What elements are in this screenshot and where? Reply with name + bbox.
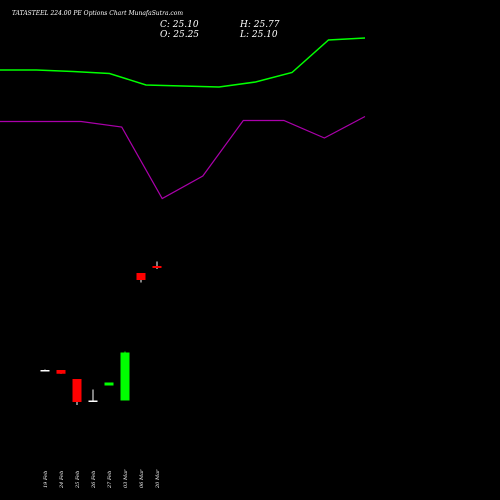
- candle: [104, 382, 114, 386]
- open-value: O: 25.25: [160, 30, 199, 40]
- candle-body: [152, 266, 162, 268]
- high-value: H: 25.77: [239, 20, 280, 30]
- candle: [88, 389, 98, 402]
- candle: [40, 369, 50, 372]
- x-tick-label: 25 Feb: [75, 471, 81, 489]
- close-value: C: 25.10: [160, 20, 199, 30]
- lower-band-line: [0, 115, 366, 200]
- candle: [56, 370, 66, 374]
- candle-body: [72, 379, 82, 402]
- x-tick-label: 20 Mar: [155, 469, 161, 489]
- x-tick-label: 24 Feb: [59, 471, 65, 489]
- candle-body: [104, 382, 114, 386]
- x-tick-label: 03 Mar: [123, 469, 129, 488]
- candle-body: [136, 273, 146, 280]
- x-tick-label: 19 Feb: [43, 471, 49, 488]
- candle-body: [88, 400, 98, 402]
- candle-body: [120, 352, 130, 401]
- chart-title: TATASTEEL 224.00 PE Options Chart Munafa…: [12, 10, 183, 17]
- x-axis-ticks: 19 Feb 24 Feb 25 Feb 26 Feb 27 Feb 03 Mar 06 M…: [43, 469, 161, 489]
- candle: [136, 273, 146, 283]
- x-tick-label: 26 Feb: [91, 471, 97, 489]
- x-tick-label: 27 Feb: [107, 471, 113, 489]
- x-tick-label: 06 Mar: [139, 469, 145, 488]
- candle: [152, 261, 162, 269]
- candles: [40, 261, 162, 405]
- candle: [120, 351, 130, 401]
- candle-body: [56, 370, 66, 374]
- candle: [72, 379, 82, 405]
- low-value: L: 25.10: [239, 30, 278, 40]
- candle-body: [40, 370, 50, 372]
- upper-band-line: [0, 37, 366, 88]
